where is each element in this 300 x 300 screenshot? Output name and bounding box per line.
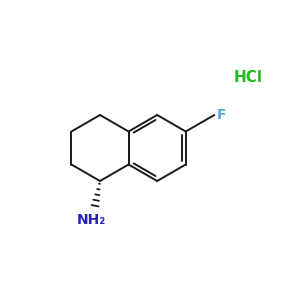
Text: HCl: HCl: [233, 70, 262, 86]
Text: NH₂: NH₂: [77, 212, 106, 226]
Text: F: F: [216, 108, 226, 122]
